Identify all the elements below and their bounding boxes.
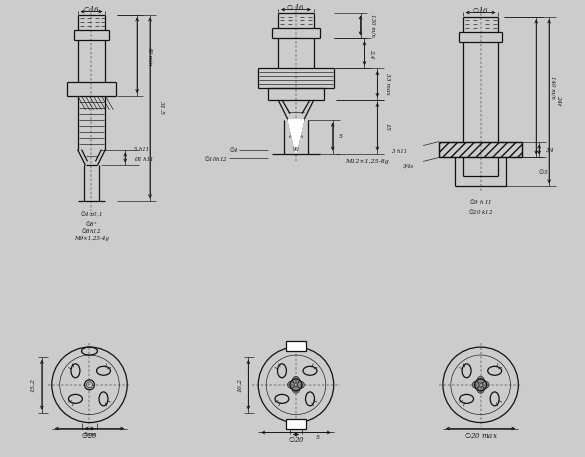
Text: $\varnothing$9 h 11: $\varnothing$9 h 11 (469, 197, 492, 206)
Text: 24t: 24t (556, 95, 560, 105)
Text: $\varnothing$16: $\varnothing$16 (472, 5, 489, 15)
Text: $\varnothing$20: $\varnothing$20 (81, 430, 98, 441)
Text: 15,2: 15,2 (30, 378, 36, 392)
Circle shape (477, 386, 484, 393)
Text: 5: 5 (339, 134, 343, 139)
Text: $\varnothing$10h12: $\varnothing$10h12 (204, 154, 229, 163)
Circle shape (482, 381, 489, 388)
Text: $\varnothing$8h12: $\varnothing$8h12 (81, 227, 102, 235)
Text: 31.5: 31.5 (159, 101, 163, 115)
Text: 5: 5 (316, 435, 320, 440)
Text: $\varnothing$4±0,1: $\varnothing$4±0,1 (80, 210, 103, 218)
Bar (286, 419, 306, 429)
Text: 5мм: 5мм (84, 432, 95, 437)
Text: M12×1,25-8g: M12×1,25-8g (345, 159, 388, 164)
Text: 5 h11: 5 h11 (134, 147, 149, 152)
Text: 3/4s: 3/4s (403, 164, 414, 169)
Text: 2,4: 2,4 (369, 48, 374, 58)
Text: 33 max: 33 max (385, 73, 390, 95)
Text: 130 m/n: 130 m/n (371, 14, 376, 37)
Text: 16,2: 16,2 (237, 378, 242, 392)
Text: Ø1 h11: Ø1 h11 (134, 157, 153, 162)
Text: M9×1,25-4g: M9×1,25-4g (74, 236, 109, 241)
Bar (439, 142, 522, 158)
Text: $\varnothing$20 max: $\varnothing$20 max (464, 430, 498, 441)
Bar (286, 341, 306, 351)
Text: 90: 90 (292, 147, 300, 152)
Text: 3 h11: 3 h11 (392, 149, 407, 154)
Text: 40 min: 40 min (147, 46, 152, 65)
Text: 15: 15 (385, 123, 390, 131)
Text: $\varnothing$20: $\varnothing$20 (288, 435, 304, 444)
Text: $\varnothing$5: $\varnothing$5 (538, 167, 548, 176)
Polygon shape (288, 120, 304, 154)
Text: $\varnothing$8°: $\varnothing$8° (85, 218, 98, 228)
Circle shape (297, 381, 304, 388)
Text: 3/4: 3/4 (546, 147, 555, 152)
Circle shape (288, 381, 294, 388)
Circle shape (477, 377, 484, 383)
Circle shape (472, 381, 479, 388)
Text: 140 m/n: 140 m/n (550, 75, 556, 98)
Text: $\varnothing$4: $\varnothing$4 (229, 145, 239, 154)
Circle shape (292, 377, 300, 383)
Circle shape (292, 386, 300, 393)
Text: $\varnothing$20 k12: $\varnothing$20 k12 (468, 207, 493, 216)
Text: $\varnothing$16: $\varnothing$16 (83, 4, 100, 14)
Text: $\varnothing$ 16: $\varnothing$ 16 (287, 1, 305, 11)
